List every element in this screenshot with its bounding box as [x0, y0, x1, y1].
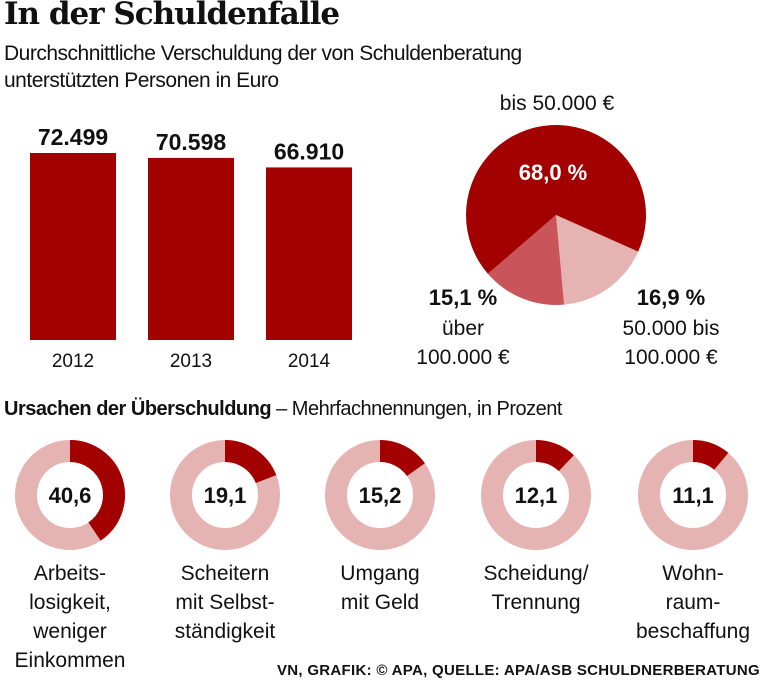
section-heading-rest: – Mehrfachnennungen, in Prozent: [271, 398, 562, 420]
donut-value-arc: [224, 440, 277, 484]
section-heading: Ursachen der Überschuldung – Mehrfachnen…: [4, 398, 562, 421]
donut-category-label: Umgang: [340, 562, 419, 585]
donut-category-label: Wohn-: [662, 562, 723, 585]
pie-slice-label: 50.000 bis: [623, 317, 720, 340]
donut-category-label: ständigkeit: [175, 620, 276, 643]
pie-slice-label: über: [442, 317, 484, 340]
bar-2014: [266, 167, 352, 340]
source-note: VN, GRAFIK: © APA, QUELLE: APA/ASB SCHUL…: [276, 662, 760, 679]
donut-category-label: Scheidung/: [483, 562, 588, 585]
donut-category-label: Scheitern: [181, 562, 270, 585]
donut-category-label: Arbeits-: [34, 562, 106, 585]
pie-value-label: 16,9 %: [637, 285, 706, 310]
donut-value-arc: [379, 440, 425, 477]
donut-category-label: Einkommen: [15, 649, 126, 672]
donut-category-label: raum-: [666, 591, 721, 614]
section-heading-bold: Ursachen der Überschuldung: [4, 398, 272, 420]
donut-category-label: weniger: [32, 620, 107, 643]
donut-value-label: 11,1: [672, 483, 714, 508]
bar-value-label: 72.499: [38, 124, 108, 150]
donut-value-label: 12,1: [515, 483, 558, 508]
pie-slice-label: 100.000 €: [624, 346, 718, 369]
pie-slice: [487, 215, 565, 305]
pie-slice-label: 100.000 €: [416, 346, 510, 369]
donut-category-label: mit Selbst-: [175, 591, 274, 614]
bar-category-label: 2013: [170, 351, 212, 372]
donut-value-arc: [692, 440, 729, 471]
donut-value-label: 19,1: [204, 483, 247, 508]
bar-value-label: 70.598: [156, 129, 227, 155]
pie-value-label: 68,0 %: [519, 160, 588, 185]
pie-slice-label: bis 50.000 €: [500, 92, 615, 115]
donut-value-arc: [69, 440, 125, 541]
pie-slice: [466, 125, 647, 274]
donut-value-label: 40,6: [49, 483, 92, 508]
chart-subtitle: Durchschnittliche Verschuldung der von S…: [4, 42, 522, 92]
bar-2012: [30, 153, 116, 340]
bar-value-label: 66.910: [274, 138, 344, 164]
bar-category-label: 2012: [52, 351, 94, 372]
donut-category-label: losigkeit,: [29, 591, 111, 614]
donut-category-label: Trennung: [491, 591, 580, 614]
pie-slice: [556, 215, 639, 305]
donut-category-label: beschaffung: [636, 620, 750, 643]
pie-value-label: 15,1 %: [429, 285, 498, 310]
donut-category-label: mit Geld: [341, 591, 419, 614]
chart-title: In der Schuldenfalle: [4, 0, 340, 32]
bar-category-label: 2014: [288, 351, 331, 372]
bar-2013: [148, 157, 234, 340]
donut-value-label: 15,2: [359, 483, 402, 508]
donut-value-arc: [535, 440, 574, 472]
